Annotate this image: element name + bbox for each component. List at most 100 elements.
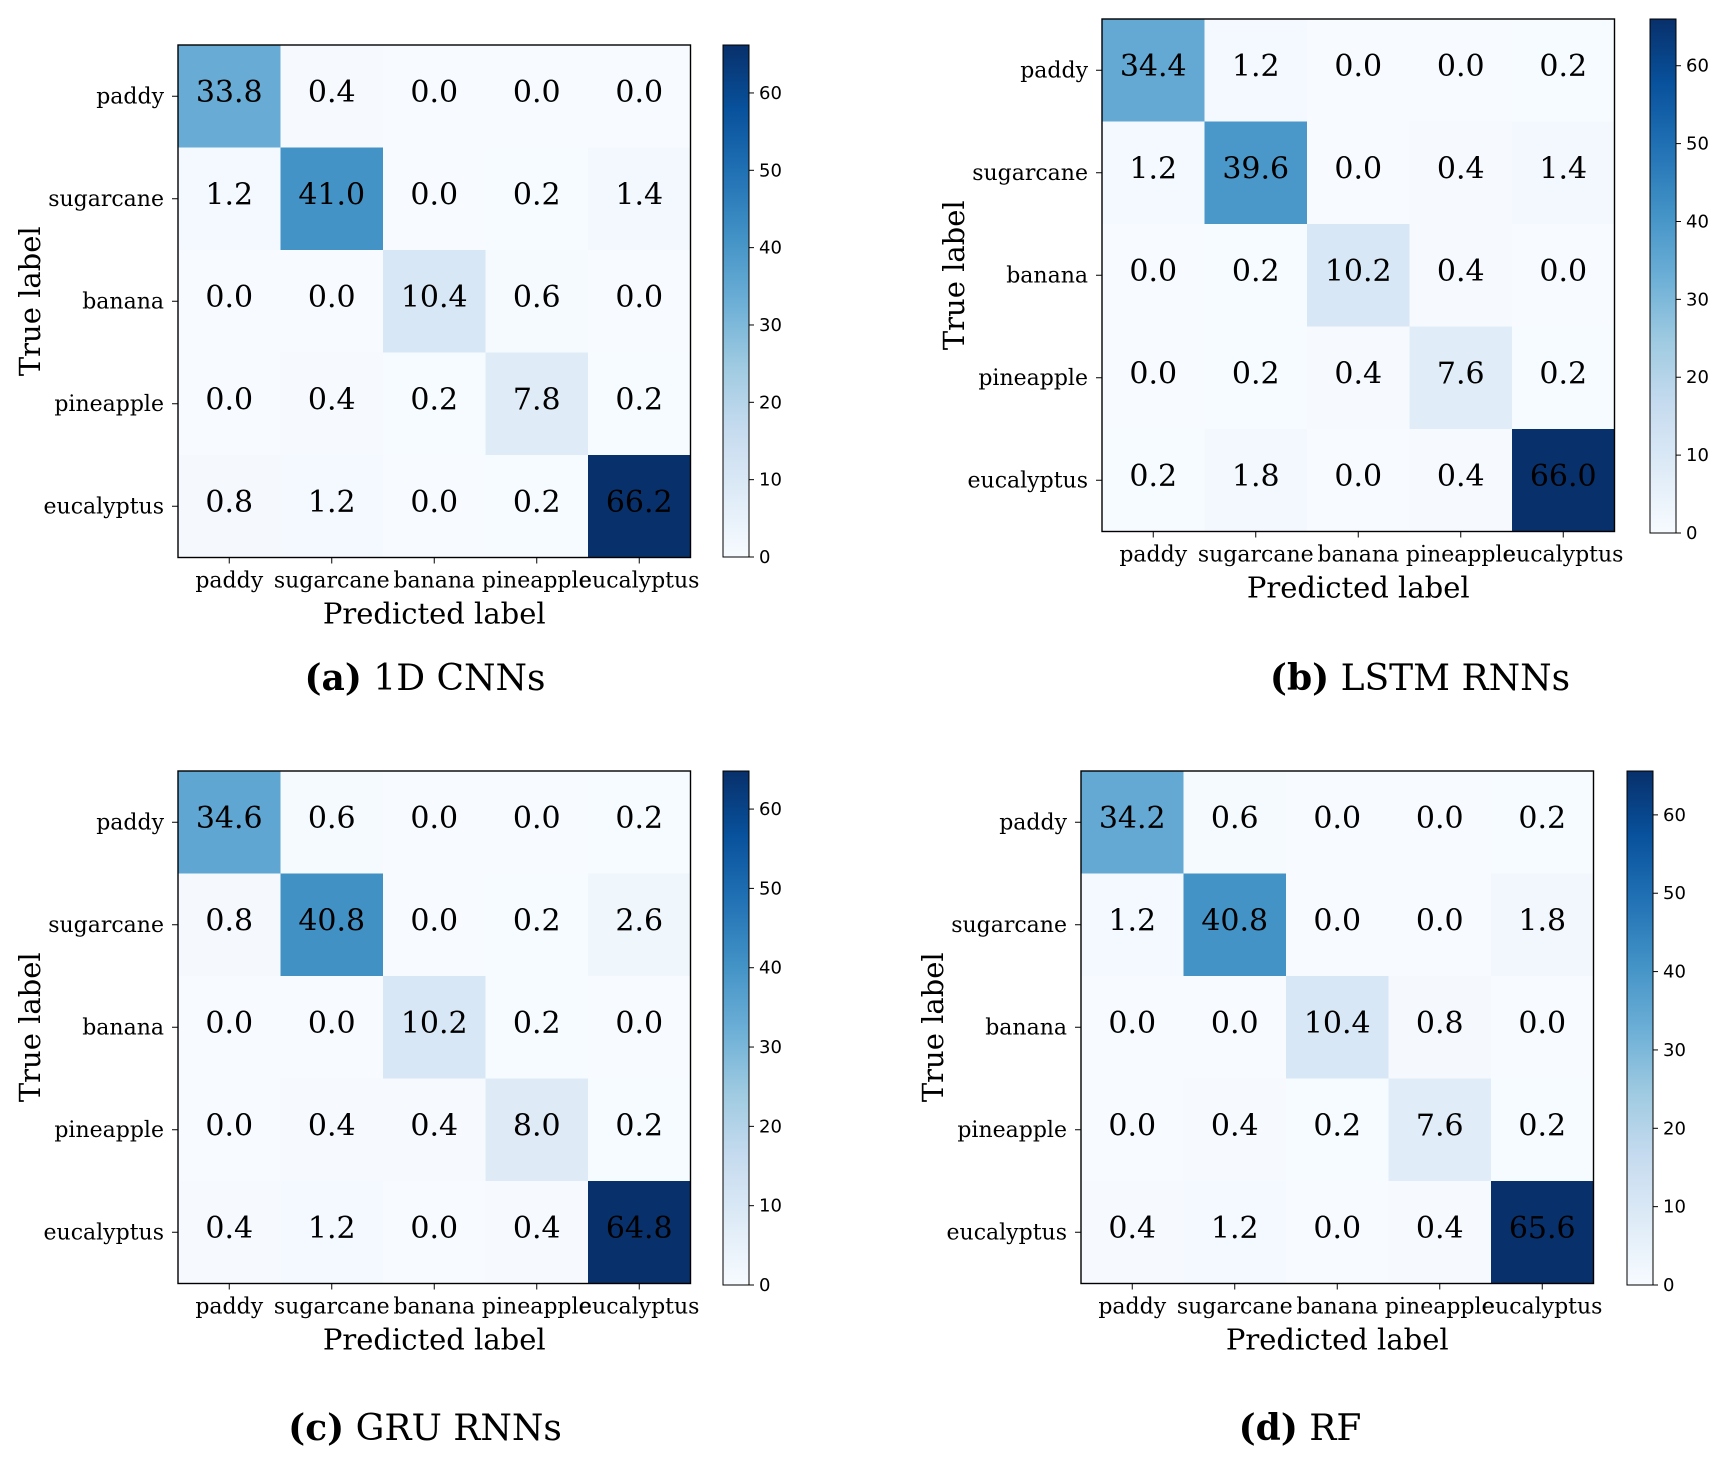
cell-value-label: 34.6 bbox=[196, 801, 263, 836]
cell-value-label: 1.2 bbox=[1232, 49, 1280, 84]
heatmap-cell bbox=[1102, 429, 1205, 532]
heatmap-cell bbox=[588, 147, 691, 251]
heatmap-cell bbox=[485, 147, 589, 251]
cell-value-label: 0.2 bbox=[1313, 1108, 1361, 1143]
x-tick-label: eucalyptus bbox=[579, 1295, 699, 1320]
heatmap-cell bbox=[1183, 1181, 1287, 1284]
heatmap-cell bbox=[1183, 1078, 1287, 1182]
heatmap-cell bbox=[485, 976, 589, 1079]
heatmap-cell bbox=[588, 976, 691, 1079]
caption-letter: (b) bbox=[1270, 657, 1329, 699]
cell-value-label: 34.2 bbox=[1099, 801, 1166, 836]
heatmap-cell bbox=[485, 1181, 589, 1284]
x-axis-label: Predicted label bbox=[323, 597, 546, 631]
colorbar-tick-label: 50 bbox=[759, 878, 782, 899]
cell-value-label: 0.2 bbox=[1129, 459, 1177, 494]
colorbar-tick-label: 60 bbox=[1663, 805, 1686, 826]
colorbar bbox=[722, 44, 750, 558]
colorbar-tick-label: 50 bbox=[1663, 883, 1686, 904]
heatmap-cell bbox=[1286, 873, 1389, 977]
heatmap-cell bbox=[280, 873, 384, 977]
heatmap-cell bbox=[280, 455, 384, 558]
panel-caption: (b) LSTM RNNs bbox=[1270, 657, 1570, 699]
x-tick-label: pineapple bbox=[1406, 543, 1516, 568]
cell-value-label: 0.0 bbox=[1108, 1108, 1156, 1143]
cell-value-label: 0.4 bbox=[1334, 356, 1382, 391]
heatmap-cell bbox=[1102, 224, 1205, 327]
panel-c: 34.6 0.6 0.0 0.0 0.2 0.8 40.8 0.0 0.2 2.6 0.0 0.0 10… bbox=[13, 770, 782, 1449]
cell-value-label: 0.8 bbox=[1416, 1006, 1464, 1041]
panel-caption: (a) 1D CNNs bbox=[304, 657, 545, 699]
cell-value-label: 1.2 bbox=[1108, 903, 1156, 938]
heatmap-cell bbox=[178, 976, 281, 1079]
heatmap-cell bbox=[280, 45, 384, 148]
x-tick-label: sugarcane bbox=[1198, 543, 1314, 568]
cell-value-label: 10.2 bbox=[401, 1006, 468, 1041]
caption-text: 1D CNNs bbox=[362, 658, 546, 699]
heatmap-cell bbox=[485, 250, 589, 353]
heatmap-cell bbox=[1081, 873, 1184, 977]
cell-value-label: 33.8 bbox=[196, 75, 263, 110]
colorbar-tick-label: 60 bbox=[759, 83, 782, 104]
heatmap-cell bbox=[383, 1181, 486, 1284]
colorbar-tick-label: 10 bbox=[1663, 1197, 1686, 1218]
x-tick-label: eucalyptus bbox=[579, 569, 699, 594]
heatmap-cell bbox=[178, 1181, 281, 1284]
colorbar-tick-label: 30 bbox=[1663, 1040, 1686, 1061]
heatmap-cell bbox=[588, 1078, 691, 1182]
panel-d: 34.2 0.6 0.0 0.0 0.2 1.2 40.8 0.0 0.0 1.8 0.0 0.0 10… bbox=[916, 770, 1686, 1449]
x-tick-label: pineapple bbox=[482, 569, 592, 594]
colorbar bbox=[1626, 770, 1654, 1286]
heatmap-cell bbox=[1512, 121, 1615, 225]
heatmap-cell bbox=[178, 147, 281, 251]
colorbar-tick-label: 0 bbox=[759, 1275, 770, 1296]
cell-value-label: 0.0 bbox=[205, 382, 253, 417]
y-tick-label: banana bbox=[1006, 263, 1088, 288]
heatmap-cell bbox=[1204, 224, 1308, 327]
heatmap-cell bbox=[280, 147, 384, 251]
heatmap-cell bbox=[1491, 976, 1594, 1079]
cell-value-label: 39.6 bbox=[1222, 151, 1289, 186]
colorbar-tick-label: 0 bbox=[1686, 523, 1697, 544]
y-tick-label: eucalyptus bbox=[947, 1220, 1067, 1245]
panel-caption: (d) RF bbox=[1239, 1407, 1362, 1449]
y-tick-label: pineapple bbox=[54, 392, 164, 417]
cell-value-label: 0.4 bbox=[1437, 459, 1485, 494]
y-axis-label: True label bbox=[937, 200, 971, 350]
cell-value-label: 0.0 bbox=[1334, 151, 1382, 186]
cell-value-label: 0.2 bbox=[513, 485, 561, 520]
colorbar-tick-label: 40 bbox=[759, 238, 782, 259]
cell-value-label: 0.0 bbox=[1108, 1006, 1156, 1041]
cell-value-label: 0.2 bbox=[615, 801, 663, 836]
heatmap-cell bbox=[1491, 771, 1594, 874]
cell-value-label: 7.6 bbox=[1437, 356, 1485, 391]
heatmap-cell bbox=[1409, 19, 1513, 122]
colorbar-tick-label: 40 bbox=[1686, 211, 1709, 232]
cell-value-label: 0.8 bbox=[205, 485, 253, 520]
cell-value-label: 7.6 bbox=[1416, 1108, 1464, 1143]
cell-value-label: 0.0 bbox=[615, 280, 663, 315]
colorbar-tick-label: 20 bbox=[1686, 367, 1709, 388]
cell-value-label: 1.8 bbox=[1232, 459, 1280, 494]
cell-value-label: 0.0 bbox=[410, 485, 458, 520]
y-tick-label: sugarcane bbox=[972, 161, 1088, 186]
heatmap-cell bbox=[178, 455, 281, 558]
cell-value-label: 0.6 bbox=[513, 280, 561, 315]
heatmap-cell bbox=[588, 45, 691, 148]
cell-value-label: 1.2 bbox=[308, 1211, 356, 1246]
y-axis-label: True label bbox=[13, 952, 47, 1102]
heatmap-cell bbox=[588, 352, 691, 456]
cell-value-label: 65.6 bbox=[1509, 1211, 1576, 1246]
heatmap-cell bbox=[485, 771, 589, 874]
colorbar-tick-label: 20 bbox=[759, 1116, 782, 1137]
cell-value-label: 0.2 bbox=[410, 382, 458, 417]
cell-value-label: 66.0 bbox=[1530, 459, 1597, 494]
y-tick-label: sugarcane bbox=[48, 187, 164, 212]
colorbar-tick-label: 50 bbox=[1686, 134, 1709, 155]
colorbar-tick-label: 20 bbox=[1663, 1118, 1686, 1139]
colorbar-tick-label: 60 bbox=[759, 799, 782, 820]
colorbar-tick-label: 30 bbox=[1686, 289, 1709, 310]
colorbar-tick-label: 40 bbox=[759, 958, 782, 979]
heatmap-cell bbox=[280, 771, 384, 874]
cell-value-label: 1.2 bbox=[308, 485, 356, 520]
